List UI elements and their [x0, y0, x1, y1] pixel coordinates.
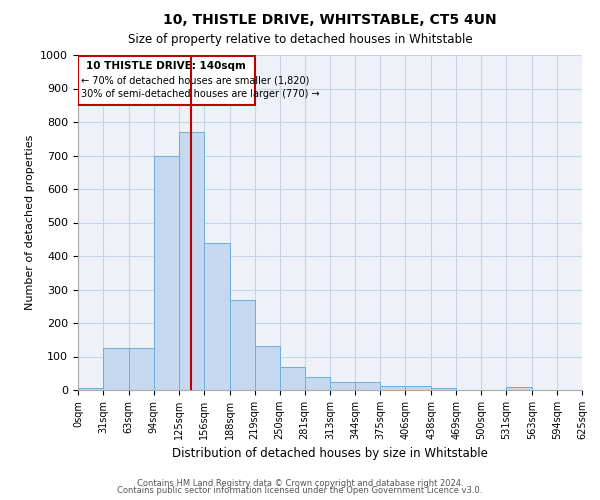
- Bar: [506, 388, 532, 390]
- Bar: [103, 348, 129, 390]
- Text: Contains HM Land Registry data © Crown copyright and database right 2024.: Contains HM Land Registry data © Crown c…: [137, 478, 463, 488]
- Text: Contains public sector information licensed under the Open Government Licence v3: Contains public sector information licen…: [118, 486, 482, 495]
- Bar: [254, 346, 280, 390]
- Bar: [154, 156, 179, 390]
- Text: 10 THISTLE DRIVE: 140sqm: 10 THISTLE DRIVE: 140sqm: [86, 60, 246, 70]
- Bar: [305, 376, 331, 390]
- Bar: [280, 366, 305, 390]
- Text: 30% of semi-detached houses are larger (770) →: 30% of semi-detached houses are larger (…: [81, 90, 320, 100]
- Text: Size of property relative to detached houses in Whitstable: Size of property relative to detached ho…: [128, 32, 472, 46]
- Bar: [78, 388, 103, 390]
- Bar: [355, 382, 380, 390]
- Text: ← 70% of detached houses are smaller (1,820): ← 70% of detached houses are smaller (1,…: [81, 76, 310, 86]
- Bar: [380, 386, 406, 390]
- Bar: [179, 132, 204, 390]
- Bar: [230, 300, 254, 390]
- Bar: [331, 382, 355, 390]
- Bar: [78, 56, 254, 106]
- Bar: [129, 348, 154, 390]
- Bar: [204, 242, 230, 390]
- Title: 10, THISTLE DRIVE, WHITSTABLE, CT5 4UN: 10, THISTLE DRIVE, WHITSTABLE, CT5 4UN: [163, 14, 497, 28]
- Bar: [406, 386, 431, 390]
- Y-axis label: Number of detached properties: Number of detached properties: [25, 135, 35, 310]
- X-axis label: Distribution of detached houses by size in Whitstable: Distribution of detached houses by size …: [172, 448, 488, 460]
- Bar: [431, 388, 456, 390]
